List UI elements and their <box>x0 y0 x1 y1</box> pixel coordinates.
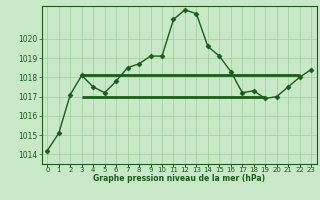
X-axis label: Graphe pression niveau de la mer (hPa): Graphe pression niveau de la mer (hPa) <box>93 174 265 183</box>
